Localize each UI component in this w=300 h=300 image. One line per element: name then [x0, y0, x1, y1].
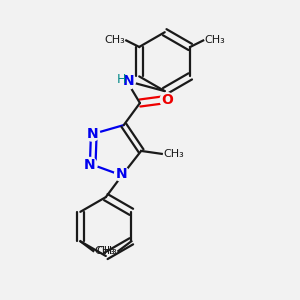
- Text: O: O: [161, 93, 173, 107]
- Text: N: N: [116, 167, 128, 181]
- Text: CH₃: CH₃: [104, 35, 125, 46]
- Text: CH₃: CH₃: [95, 246, 116, 256]
- Text: CH₃: CH₃: [96, 246, 117, 256]
- Text: N: N: [122, 74, 134, 88]
- Text: N: N: [86, 127, 98, 141]
- Text: CH₃: CH₃: [163, 149, 184, 159]
- Circle shape: [85, 126, 100, 141]
- Circle shape: [118, 72, 136, 90]
- Circle shape: [160, 93, 175, 107]
- Text: N: N: [84, 158, 96, 172]
- Text: H: H: [117, 73, 126, 86]
- Circle shape: [82, 158, 97, 172]
- Circle shape: [115, 167, 129, 182]
- Text: CH₃: CH₃: [205, 35, 225, 46]
